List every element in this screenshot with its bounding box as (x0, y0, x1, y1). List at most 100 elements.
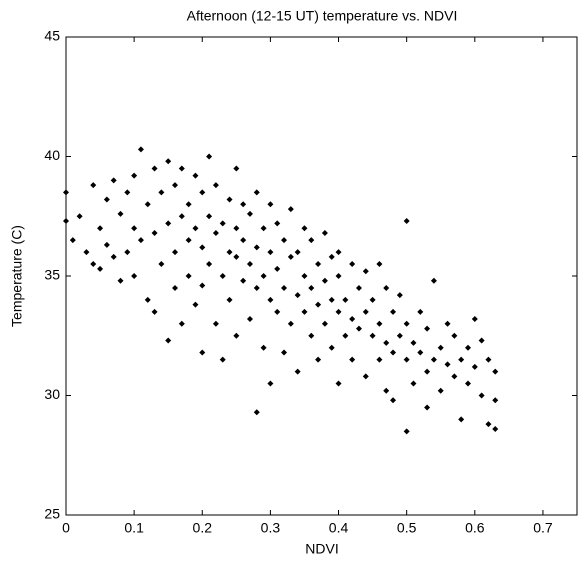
point (362, 373, 369, 380)
point (424, 325, 431, 332)
point (355, 284, 362, 291)
point (199, 282, 206, 289)
point (110, 253, 117, 260)
point (410, 380, 417, 387)
point (376, 261, 383, 268)
point (117, 210, 124, 217)
point (437, 387, 444, 394)
point (97, 225, 104, 232)
point (362, 268, 369, 275)
point (328, 253, 335, 260)
point (396, 332, 403, 339)
point (219, 220, 226, 227)
point (458, 356, 465, 363)
point (90, 261, 97, 268)
x-tick-label: 0 (62, 520, 70, 536)
point (294, 292, 301, 299)
point (206, 261, 213, 268)
point (281, 237, 288, 244)
point (233, 332, 240, 339)
point (308, 332, 315, 339)
point (274, 220, 281, 227)
point (315, 261, 322, 268)
point (212, 320, 219, 327)
point (76, 213, 83, 220)
point (185, 273, 192, 279)
point (165, 158, 172, 165)
point (260, 225, 267, 232)
point (287, 320, 294, 327)
point (335, 308, 342, 315)
point (226, 249, 233, 256)
point (199, 189, 206, 196)
point (335, 249, 342, 256)
point (246, 210, 253, 217)
point (274, 265, 281, 272)
point (355, 325, 362, 332)
point (199, 349, 206, 356)
point (301, 225, 308, 232)
point (301, 273, 308, 279)
point (260, 344, 267, 351)
point (383, 339, 390, 346)
point (335, 380, 342, 387)
point (124, 249, 131, 256)
point (376, 320, 383, 327)
x-axis-label: NDVI (305, 541, 338, 557)
point (383, 387, 390, 394)
point (246, 261, 253, 268)
point (390, 308, 397, 315)
point (185, 237, 192, 244)
point (308, 284, 315, 291)
point (83, 249, 90, 256)
point (192, 225, 199, 232)
point (403, 356, 410, 363)
point (165, 220, 172, 227)
point (464, 380, 471, 387)
point (444, 361, 451, 368)
point (151, 308, 158, 315)
point (212, 229, 219, 236)
point (267, 296, 274, 303)
point (315, 301, 322, 308)
point (178, 213, 185, 220)
point (424, 368, 431, 375)
point (492, 425, 499, 432)
point (178, 165, 185, 172)
point (315, 356, 322, 363)
point (267, 380, 274, 387)
point (151, 229, 158, 236)
point (390, 397, 397, 404)
point (369, 296, 376, 303)
point (390, 349, 397, 356)
y-tick-label: 25 (44, 506, 60, 522)
point (478, 392, 485, 399)
point (192, 172, 199, 179)
point (403, 428, 410, 435)
point (260, 273, 267, 279)
point (321, 277, 328, 284)
point (226, 296, 233, 303)
point (178, 320, 185, 327)
chart-title: Afternoon (12-15 UT) temperature vs. NDV… (187, 8, 458, 24)
point (362, 308, 369, 315)
point (485, 421, 492, 428)
point (321, 320, 328, 327)
point (471, 363, 478, 370)
point (137, 237, 144, 244)
point (294, 249, 301, 256)
point (172, 182, 179, 189)
point (492, 368, 499, 375)
point (274, 308, 281, 315)
point (342, 296, 349, 303)
point (63, 189, 69, 196)
point (328, 344, 335, 351)
point (246, 316, 253, 323)
x-tick-label: 0.4 (329, 520, 349, 536)
y-tick-label: 35 (44, 267, 60, 283)
point (110, 177, 117, 184)
point (131, 225, 138, 232)
point (206, 153, 213, 160)
